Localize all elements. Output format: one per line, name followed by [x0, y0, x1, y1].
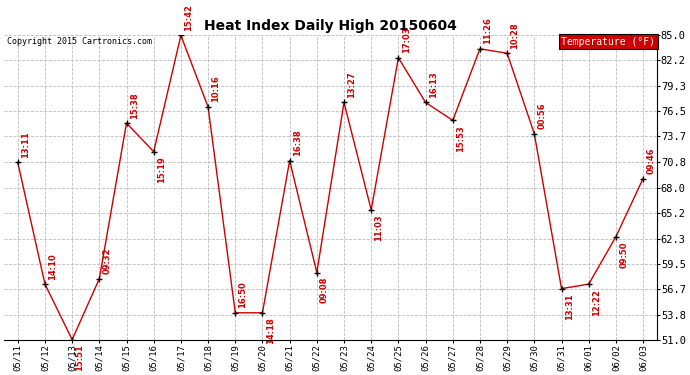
Text: 14:10: 14:10 — [48, 253, 57, 280]
Text: 09:50: 09:50 — [619, 241, 628, 268]
Text: 15:51: 15:51 — [75, 344, 84, 371]
Text: 16:13: 16:13 — [429, 71, 438, 98]
Text: 16:50: 16:50 — [239, 282, 248, 308]
Text: 16:38: 16:38 — [293, 129, 302, 156]
Title: Heat Index Daily High 20150604: Heat Index Daily High 20150604 — [204, 19, 457, 33]
Text: 12:22: 12:22 — [592, 289, 601, 316]
Text: 15:19: 15:19 — [157, 156, 166, 183]
Text: Copyright 2015 Cartronics.com: Copyright 2015 Cartronics.com — [8, 37, 152, 46]
Text: 10:16: 10:16 — [211, 76, 220, 102]
Text: Temperature (°F): Temperature (°F) — [562, 37, 656, 47]
Text: 11:03: 11:03 — [375, 214, 384, 241]
Text: 15:53: 15:53 — [456, 125, 465, 152]
Text: 13:31: 13:31 — [565, 293, 574, 320]
Text: 13:11: 13:11 — [21, 131, 30, 158]
Text: 00:56: 00:56 — [538, 103, 546, 129]
Text: 17:03: 17:03 — [402, 27, 411, 53]
Text: 15:38: 15:38 — [130, 92, 139, 118]
Text: 15:42: 15:42 — [184, 4, 193, 31]
Text: 11:26: 11:26 — [483, 17, 492, 44]
Text: 10:28: 10:28 — [511, 22, 520, 49]
Text: 09:46: 09:46 — [647, 147, 656, 174]
Text: 09:32: 09:32 — [103, 248, 112, 274]
Text: 09:08: 09:08 — [320, 277, 329, 303]
Text: 13:27: 13:27 — [347, 71, 356, 98]
Text: 14:18: 14:18 — [266, 317, 275, 344]
